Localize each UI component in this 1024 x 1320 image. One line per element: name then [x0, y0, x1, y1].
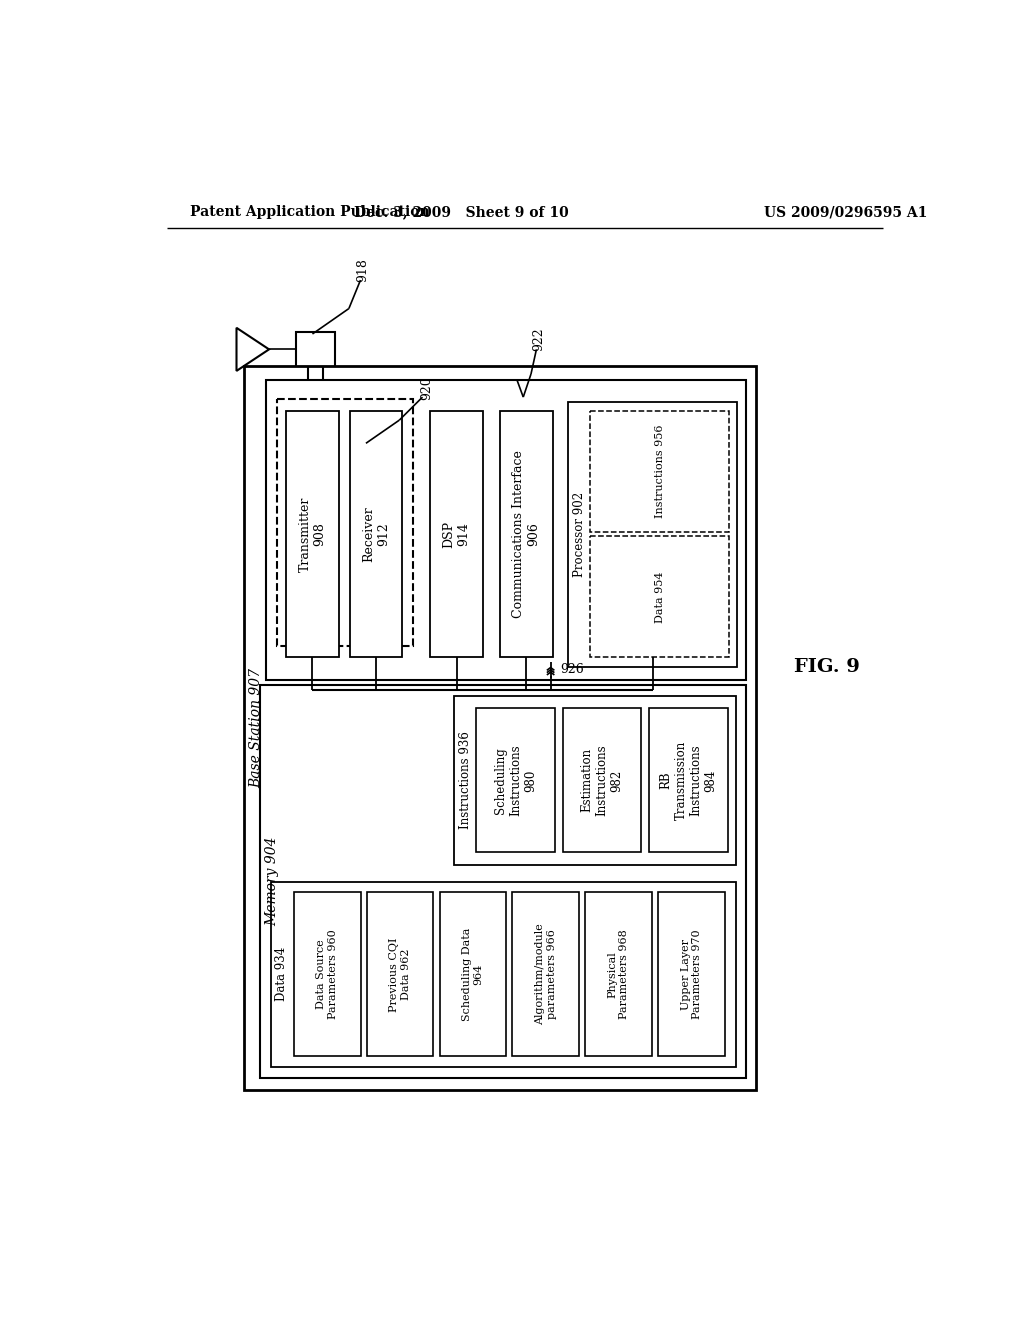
- Bar: [245, 367, 756, 1090]
- Bar: [430, 411, 483, 657]
- Text: 922: 922: [532, 327, 545, 351]
- Text: Memory 904: Memory 904: [265, 837, 280, 927]
- Text: Base Station 907: Base Station 907: [250, 668, 263, 788]
- Bar: [260, 685, 746, 1077]
- Bar: [590, 411, 729, 532]
- Bar: [512, 892, 579, 1056]
- Text: Receiver
912: Receiver 912: [362, 507, 390, 562]
- Text: Physical
Parameters 968: Physical Parameters 968: [608, 929, 630, 1019]
- Bar: [276, 400, 414, 645]
- Bar: [568, 401, 737, 667]
- Text: FIG. 9: FIG. 9: [795, 657, 860, 676]
- Text: Patent Application Publication: Patent Application Publication: [190, 206, 430, 219]
- Text: Transmitter
908: Transmitter 908: [298, 496, 327, 572]
- Text: Scheduling
Instructions
980: Scheduling Instructions 980: [494, 744, 537, 816]
- Bar: [562, 709, 641, 853]
- Bar: [294, 892, 360, 1056]
- Text: Estimation
Instructions
982: Estimation Instructions 982: [581, 744, 624, 816]
- Bar: [349, 411, 402, 657]
- Bar: [658, 892, 725, 1056]
- Text: Processor 902: Processor 902: [572, 491, 586, 577]
- Text: 920: 920: [420, 376, 433, 400]
- Text: 926: 926: [560, 664, 584, 676]
- Text: Upper Layer
Parameters 970: Upper Layer Parameters 970: [681, 929, 702, 1019]
- Bar: [270, 882, 735, 1067]
- Text: 918: 918: [356, 259, 370, 282]
- Bar: [439, 892, 506, 1056]
- Bar: [500, 411, 553, 657]
- Text: DSP
914: DSP 914: [442, 520, 471, 548]
- Text: Instructions 956: Instructions 956: [654, 425, 665, 519]
- Bar: [367, 892, 433, 1056]
- Bar: [455, 696, 735, 865]
- Bar: [586, 892, 652, 1056]
- Bar: [286, 411, 339, 657]
- Text: Instructions 936: Instructions 936: [459, 731, 472, 829]
- Text: Scheduling Data
964: Scheduling Data 964: [462, 928, 483, 1020]
- Text: RB
Transmission
Instructions
984: RB Transmission Instructions 984: [659, 741, 718, 820]
- Bar: [590, 536, 729, 657]
- Text: US 2009/0296595 A1: US 2009/0296595 A1: [764, 206, 927, 219]
- Text: Algorithm/module
parameters 966: Algorithm/module parameters 966: [535, 924, 556, 1026]
- Bar: [296, 331, 335, 367]
- Text: Data 934: Data 934: [275, 948, 288, 1002]
- Text: Dec. 3, 2009   Sheet 9 of 10: Dec. 3, 2009 Sheet 9 of 10: [354, 206, 568, 219]
- Text: Data 954: Data 954: [654, 572, 665, 623]
- Text: Data Source
Parameters 960: Data Source Parameters 960: [316, 929, 338, 1019]
- Bar: [476, 709, 555, 853]
- Bar: [266, 380, 746, 681]
- Text: Previous CQI
Data 962: Previous CQI Data 962: [389, 937, 411, 1011]
- Text: Communications Interface
906: Communications Interface 906: [512, 450, 541, 618]
- Bar: [649, 709, 728, 853]
